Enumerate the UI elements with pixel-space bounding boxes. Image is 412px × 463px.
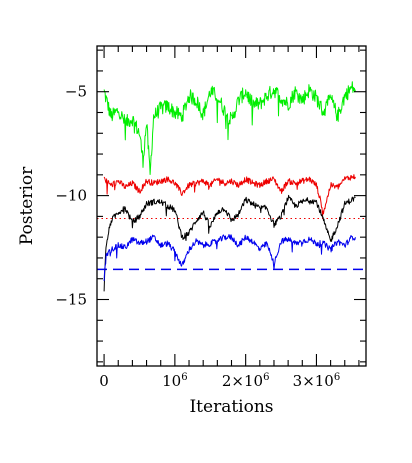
series-line-3 — [103, 194, 356, 292]
series-line-1 — [103, 81, 356, 175]
y-axis-title: Posterior — [17, 166, 37, 245]
x-tick-label-1: 0 — [99, 372, 109, 390]
axis-ticks — [97, 46, 366, 366]
x-tick-label-3: 2×106 — [222, 372, 270, 390]
x-tick-label-2: 106 — [162, 372, 187, 390]
series-line-4 — [103, 234, 356, 282]
y-tick-label-1: −5 — [65, 83, 87, 101]
y-tick-label-2: −10 — [55, 187, 87, 205]
x-axis-title: Iterations — [189, 397, 273, 417]
series-line-2 — [103, 174, 356, 217]
tick-labels: 0 106 2×106 3×106 −5 −10 −15 — [55, 83, 340, 390]
series-lines — [103, 81, 356, 292]
reference-lines — [97, 217, 366, 271]
y-tick-label-3: −15 — [55, 291, 87, 309]
x-tick-label-4: 3×106 — [293, 372, 341, 390]
